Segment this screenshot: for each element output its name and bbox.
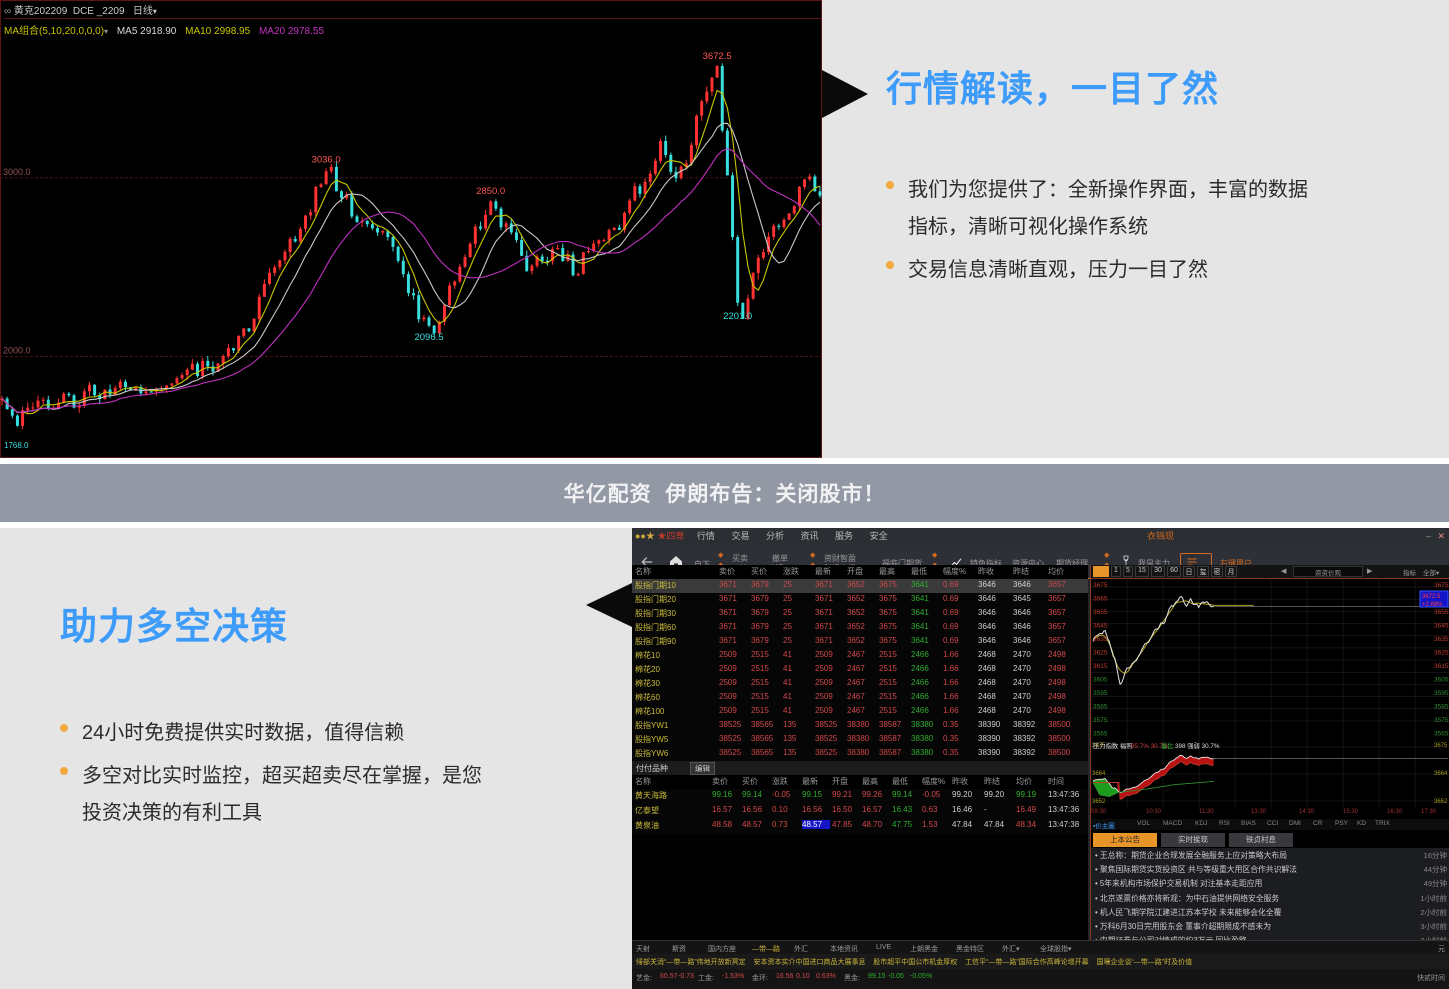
svg-text:3605: 3605	[1434, 677, 1449, 684]
svg-text:3605: 3605	[1093, 677, 1108, 684]
svg-text:压力指数 福照: 压力指数 福照	[1093, 741, 1133, 750]
svg-text:3625: 3625	[1434, 650, 1449, 657]
svg-text:3635: 3635	[1093, 636, 1108, 643]
svg-text:3645: 3645	[1093, 623, 1108, 630]
svg-text:3565: 3565	[1434, 731, 1449, 738]
svg-text:3565: 3565	[1093, 731, 1108, 738]
svg-text:398 强弱 30.7%: 398 强弱 30.7%	[1175, 742, 1220, 750]
svg-text:3615: 3615	[1434, 663, 1449, 670]
svg-text:3665: 3665	[1093, 596, 1108, 603]
svg-text:2850.0: 2850.0	[476, 186, 505, 197]
svg-text:3585: 3585	[1434, 704, 1449, 711]
svg-text:1768.0: 1768.0	[4, 441, 29, 450]
svg-text:量比: 量比	[1161, 741, 1174, 750]
svg-text:+2.88%: +2.88%	[1422, 602, 1443, 608]
svg-text:3000.0: 3000.0	[3, 167, 31, 177]
svg-text:3655: 3655	[1093, 609, 1108, 616]
svg-text:3575: 3575	[1093, 717, 1108, 724]
svg-text:3635: 3635	[1434, 636, 1449, 643]
svg-text:3595: 3595	[1093, 690, 1108, 697]
svg-text:2096.5: 2096.5	[414, 332, 443, 343]
svg-text:3675: 3675	[1434, 743, 1448, 749]
svg-text:2201.0: 2201.0	[723, 311, 752, 322]
svg-text:3625: 3625	[1093, 650, 1108, 657]
svg-text:3652: 3652	[1434, 799, 1448, 805]
svg-text:3575: 3575	[1434, 717, 1449, 724]
svg-text:3595: 3595	[1434, 690, 1449, 697]
svg-text:3672.5: 3672.5	[1422, 594, 1441, 600]
svg-text:3585: 3585	[1093, 704, 1108, 711]
svg-text:3036.0: 3036.0	[312, 154, 341, 165]
svg-text:2000.0: 2000.0	[3, 346, 31, 356]
svg-text:3615: 3615	[1093, 663, 1108, 670]
svg-text:3675: 3675	[1093, 582, 1108, 589]
svg-text:3672.5: 3672.5	[703, 51, 732, 62]
svg-text:3652: 3652	[1092, 799, 1106, 805]
svg-text:3645: 3645	[1434, 623, 1449, 630]
svg-text:3655: 3655	[1434, 609, 1449, 616]
svg-text:3664: 3664	[1434, 771, 1448, 777]
svg-text:3664: 3664	[1092, 771, 1106, 777]
svg-text:3675: 3675	[1434, 582, 1449, 589]
